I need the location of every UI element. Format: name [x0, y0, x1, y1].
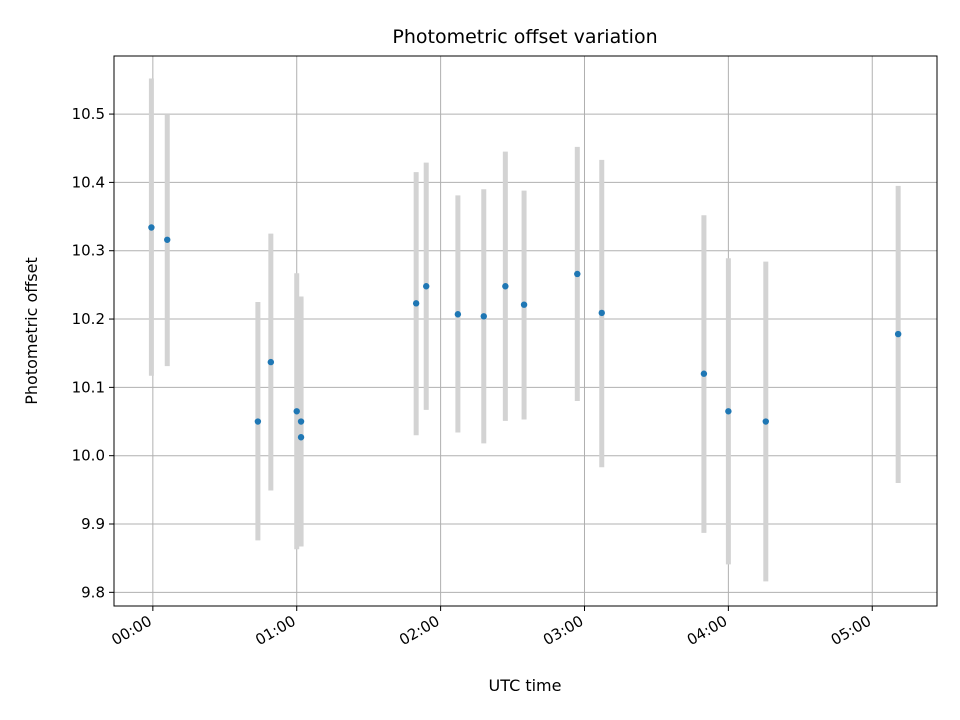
- data-point: [297, 418, 305, 425]
- data-point: [148, 224, 155, 231]
- data-point: [725, 408, 732, 415]
- x-tick-label: 04:00: [684, 612, 730, 649]
- y-tick-label: 9.9: [81, 515, 105, 533]
- y-tick-label: 10.4: [72, 173, 105, 191]
- x-axis-label: UTC time: [489, 676, 562, 695]
- x-tick-label: 02:00: [396, 612, 442, 649]
- axis-ticks: 00:00 01:00 02:00 03:00 04:00 05:00 9.8 9.9 10.0…: [72, 105, 875, 649]
- data-point: [894, 330, 902, 338]
- data-point: [293, 408, 300, 415]
- data-point: [598, 309, 605, 317]
- data-point: [254, 418, 262, 425]
- y-tick-label: 10.2: [72, 310, 105, 328]
- y-tick-label: 10.3: [72, 242, 105, 260]
- data-point: [297, 434, 305, 441]
- data-point: [502, 283, 509, 290]
- data-point: [480, 313, 487, 320]
- y-tick-label: 10.0: [72, 447, 105, 465]
- data-point: [423, 283, 430, 290]
- x-tick-label: 00:00: [108, 612, 154, 649]
- data-point: [574, 270, 581, 278]
- plot-frame: [113, 55, 938, 607]
- error-bars: [148, 78, 901, 582]
- data-point: [164, 236, 171, 243]
- data-point: [412, 300, 420, 307]
- y-axis-label: Photometric offset: [22, 257, 41, 405]
- chart-title: Photometric offset variation: [392, 26, 657, 48]
- data-point: [267, 358, 275, 366]
- data-point: [700, 370, 708, 377]
- y-tick-label: 10.5: [72, 105, 105, 123]
- data-point: [454, 311, 462, 318]
- data-point: [762, 418, 769, 425]
- data-points: [148, 224, 902, 441]
- x-tick-label: 01:00: [252, 612, 298, 649]
- y-tick-label: 9.8: [81, 583, 105, 601]
- y-tick-label: 10.1: [72, 378, 105, 396]
- x-tick-label: 05:00: [828, 612, 874, 649]
- x-tick-label: 03:00: [540, 612, 586, 649]
- data-point: [520, 301, 528, 308]
